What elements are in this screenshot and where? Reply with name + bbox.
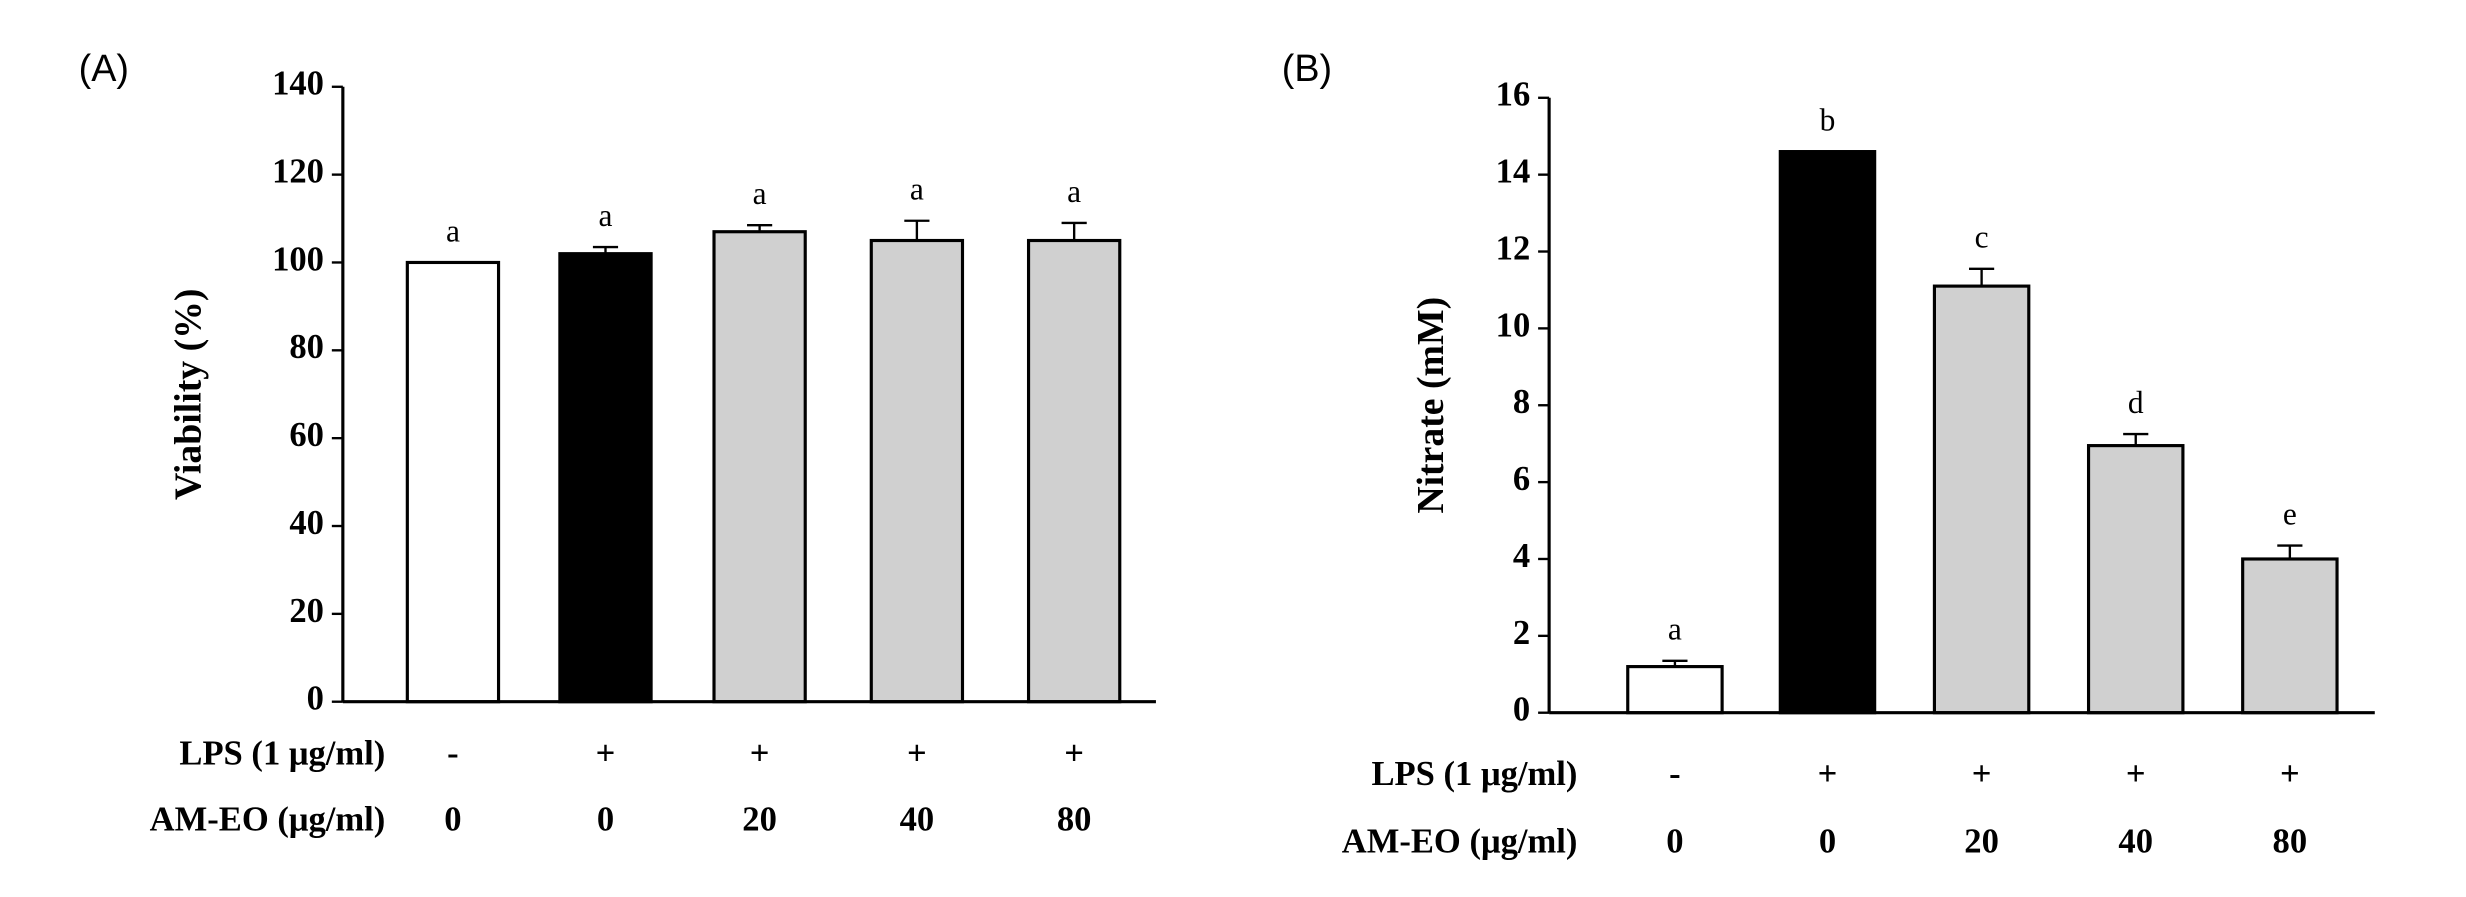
bar <box>1626 665 1724 715</box>
bar <box>1778 150 1877 715</box>
row-label: AM-EO (μg/ml) <box>1342 823 1578 861</box>
am-eo-label: 0 <box>1666 823 1683 861</box>
lps-label: - <box>1669 755 1681 793</box>
y-tick-label: 8 <box>1513 383 1530 421</box>
bar <box>1932 284 2031 715</box>
y-tick-label: 4 <box>1513 537 1530 575</box>
y-axis-label: Viability (%) <box>168 289 210 500</box>
significance-letter: a <box>753 176 767 211</box>
y-tick-label: 6 <box>1513 460 1530 498</box>
am-eo-label: 40 <box>900 801 935 839</box>
row-label: AM-EO (μg/ml) <box>150 801 386 839</box>
significance-letter: c <box>1975 220 1989 255</box>
y-tick-label: 20 <box>289 592 324 630</box>
lps-label: - <box>447 735 459 773</box>
lps-label: + <box>1064 735 1084 773</box>
y-tick-label: 100 <box>272 240 324 278</box>
y-tick-label: 60 <box>289 416 324 454</box>
bar <box>1026 238 1122 704</box>
y-tick-label: 0 <box>307 680 324 718</box>
lps-label: + <box>1972 755 1992 793</box>
bar <box>405 260 501 704</box>
y-tick-label: 40 <box>289 504 324 542</box>
y-axis-label: Nitrate (mM) <box>1410 297 1452 514</box>
bar <box>558 252 653 704</box>
significance-letter: d <box>2128 385 2144 420</box>
significance-letter: a <box>446 213 460 248</box>
significance-letter: e <box>2283 496 2297 531</box>
am-eo-label: 0 <box>444 801 461 839</box>
am-eo-label: 0 <box>1819 823 1836 861</box>
am-eo-label: 80 <box>2273 823 2308 861</box>
y-tick-label: 16 <box>1496 76 1531 114</box>
y-tick-label: 80 <box>289 328 324 366</box>
significance-letter: a <box>910 172 924 207</box>
bar <box>869 238 965 704</box>
row-label: LPS (1 μg/ml) <box>1371 755 1577 793</box>
lps-label: + <box>1818 755 1838 793</box>
lps-label: + <box>2126 755 2146 793</box>
lps-label: + <box>596 735 616 773</box>
y-tick-label: 12 <box>1496 229 1531 267</box>
am-eo-label: 20 <box>1964 823 1999 861</box>
significance-letter: a <box>599 198 613 233</box>
y-tick-label: 140 <box>272 65 324 103</box>
y-tick-label: 120 <box>272 153 324 191</box>
panel-label: (A) <box>79 47 129 89</box>
y-tick-label: 10 <box>1496 306 1531 344</box>
am-eo-label: 40 <box>2118 823 2153 861</box>
bar <box>2086 444 2185 715</box>
am-eo-label: 0 <box>597 801 614 839</box>
lps-label: + <box>2280 755 2300 793</box>
bar <box>712 230 807 704</box>
lps-label: + <box>750 735 770 773</box>
significance-letter: a <box>1067 174 1081 209</box>
significance-letter: a <box>1668 612 1682 647</box>
am-eo-label: 80 <box>1057 801 1092 839</box>
bar <box>2241 557 2339 715</box>
panel-label: (B) <box>1282 47 1332 89</box>
significance-letter: b <box>1820 103 1836 138</box>
am-eo-label: 20 <box>742 801 777 839</box>
y-tick-label: 2 <box>1513 614 1530 652</box>
lps-label: + <box>907 735 927 773</box>
row-label: LPS (1 μg/ml) <box>179 735 385 773</box>
y-tick-label: 0 <box>1513 691 1530 729</box>
y-tick-label: 14 <box>1496 153 1531 191</box>
